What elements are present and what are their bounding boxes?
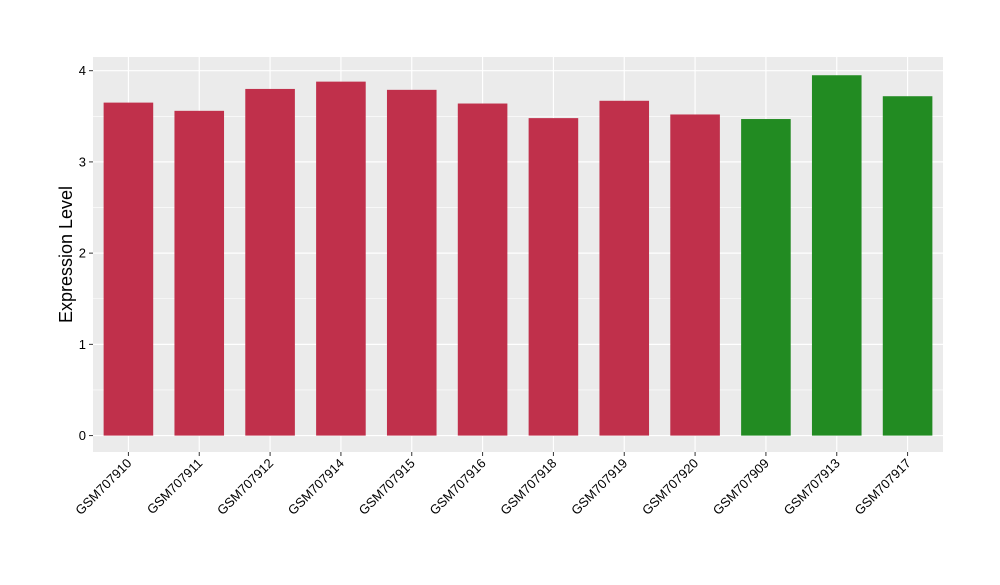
- x-tick-label: GSM707909: [710, 456, 772, 518]
- x-tick-label: GSM707918: [497, 456, 559, 518]
- y-tick-label: 2: [79, 246, 86, 261]
- x-axis: GSM707910 GSM707911 GSM707912 GSM707914 GSM7…: [72, 452, 914, 518]
- bar: [528, 118, 579, 436]
- x-tick-label: GSM707917: [851, 456, 913, 518]
- bars: [103, 75, 933, 436]
- x-tick-label: GSM707915: [356, 456, 418, 518]
- bar: [103, 102, 154, 436]
- bar: [174, 110, 225, 436]
- x-tick-label: GSM707914: [285, 456, 347, 518]
- bar: [316, 81, 366, 436]
- x-tick-label: GSM707919: [568, 456, 630, 518]
- bar: [599, 100, 650, 436]
- y-tick-label: 3: [79, 154, 86, 169]
- plot-panel: [93, 57, 943, 452]
- bar: [386, 89, 437, 436]
- x-tick-label: GSM707911: [144, 456, 206, 518]
- y-axis: 0 1 2 3 4: [79, 63, 93, 443]
- x-tick-label: GSM707916: [426, 456, 488, 518]
- bar: [741, 119, 791, 436]
- y-tick-label: 4: [79, 63, 86, 78]
- bar: [882, 96, 933, 436]
- y-tick-label: 1: [79, 337, 86, 352]
- bar: [457, 103, 508, 436]
- minor-gridlines: [93, 115, 943, 391]
- x-tick-label: GSM707912: [214, 456, 276, 518]
- x-tick-label: GSM707910: [72, 456, 134, 518]
- x-tick-label: GSM707920: [639, 456, 701, 518]
- x-tick-label: GSM707913: [781, 456, 843, 518]
- bar: [245, 88, 295, 436]
- y-axis-title: Expression Level: [56, 186, 76, 323]
- bar: [670, 114, 720, 436]
- y-tick-label: 0: [79, 428, 86, 443]
- bar: [811, 75, 862, 436]
